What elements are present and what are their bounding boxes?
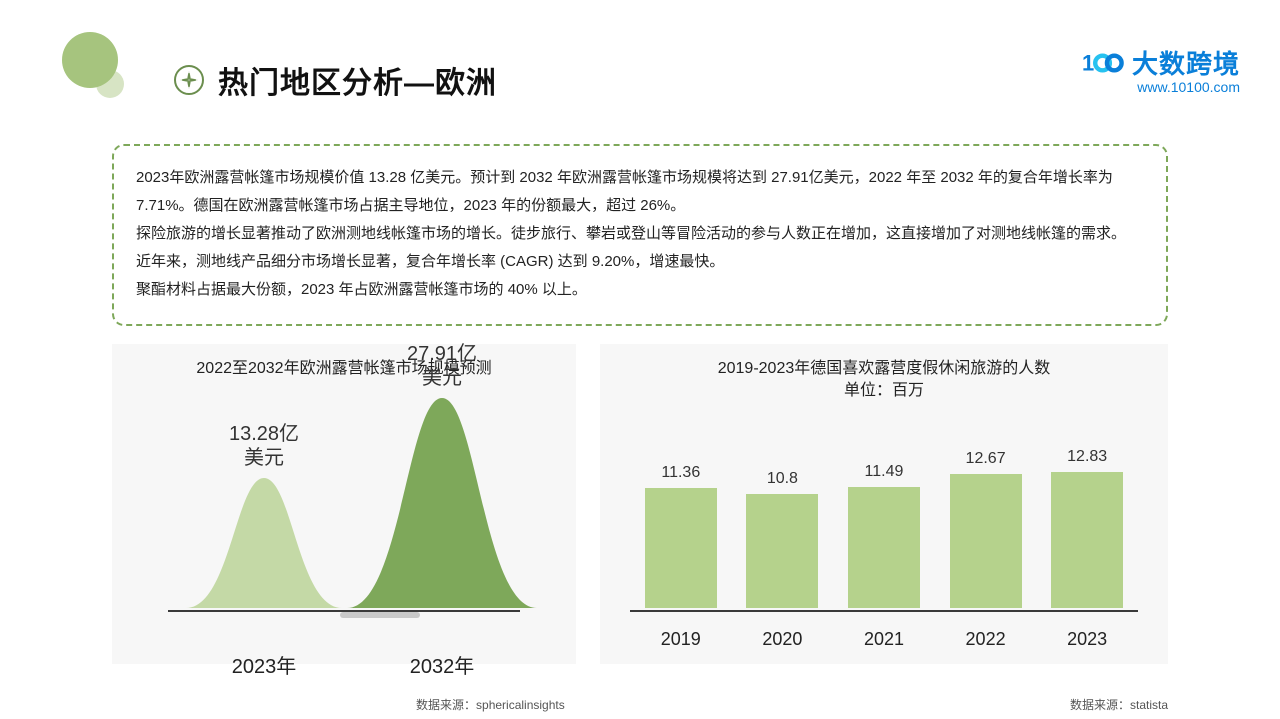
germany-campers-chart: 2019-2023年德国喜欢露营度假休闲旅游的人数 单位：百万 11.36 10.…: [600, 344, 1168, 664]
x-labels: 2019 2020 2021 2022 2023: [630, 629, 1138, 650]
logo-icon: 1: [1082, 49, 1126, 77]
source-prefix: 数据来源：: [416, 698, 476, 712]
svg-text:1: 1: [1082, 50, 1094, 75]
brand-logo: 1 大数跨境 www.10100.com: [1082, 44, 1240, 95]
decor-circle-large: [62, 32, 118, 88]
logo-text: 大数跨境: [1132, 44, 1240, 81]
compass-icon: [174, 65, 204, 95]
chart-title: 2019-2023年德国喜欢露营度假休闲旅游的人数 单位：百万: [600, 344, 1168, 402]
bar-value-label: 10.8: [767, 470, 798, 488]
bar-value-label: 11.36: [661, 464, 700, 482]
bar-rect: [746, 494, 818, 608]
bar: 10.8: [746, 470, 818, 608]
logo-url: www.10100.com: [1082, 79, 1240, 95]
bar-rect: [848, 487, 920, 608]
x-tick-label: 2020: [746, 629, 818, 650]
bar: 11.49: [848, 463, 920, 608]
x-tick-label: 2032年: [392, 650, 492, 679]
market-size-chart: 2022至2032年欧洲露营帐篷市场规模预测 13.28亿美元27.91亿美元 …: [112, 344, 576, 664]
summary-line: 探险旅游的增长显著推动了欧洲测地线帐篷市场的增长。徒步旅行、攀岩或登山等冒险活动…: [136, 220, 1144, 248]
data-source-right: 数据来源：statista: [1070, 696, 1168, 713]
slide-header: 热门地区分析—欧洲: [174, 58, 497, 102]
source-name: statista: [1130, 698, 1168, 712]
bar: 11.36: [645, 464, 717, 608]
bar-value-label: 12.83: [1067, 448, 1107, 466]
slider-track: [340, 612, 420, 618]
x-axis: [630, 610, 1138, 612]
bar: 12.67: [950, 450, 1022, 608]
data-source-left: 数据来源：sphericalinsights: [416, 696, 565, 713]
bar-area: 11.3610.811.4912.6712.83: [630, 460, 1138, 608]
bar-value-label: 12.67: [966, 450, 1006, 468]
hump-value-label: 13.28亿美元: [204, 422, 324, 470]
bar-value-label: 11.49: [865, 463, 904, 481]
x-tick-label: 2019: [645, 629, 717, 650]
chart-title-line: 2019-2023年德国喜欢露营度假休闲旅游的人数: [718, 360, 1051, 377]
source-prefix: 数据来源：: [1070, 698, 1130, 712]
hump-value-label: 27.91亿美元: [382, 342, 502, 390]
x-tick-label: 2022: [950, 629, 1022, 650]
hump-area: 13.28亿美元27.91亿美元: [112, 398, 576, 608]
chart-title: 2022至2032年欧洲露营帐篷市场规模预测: [112, 344, 576, 380]
hump-shape: [186, 478, 342, 608]
summary-line: 2023年欧洲露营帐篷市场规模价值 13.28 亿美元。预计到 2032 年欧洲…: [136, 164, 1144, 220]
x-tick-label: 2023: [1051, 629, 1123, 650]
x-tick-label: 2023年: [214, 650, 314, 679]
page-title: 热门地区分析—欧洲: [218, 58, 497, 102]
chart-title-line: 单位：百万: [844, 382, 924, 399]
bar-rect: [645, 488, 717, 608]
x-tick-label: 2021: [848, 629, 920, 650]
summary-box: 2023年欧洲露营帐篷市场规模价值 13.28 亿美元。预计到 2032 年欧洲…: [112, 144, 1168, 326]
summary-line: 聚酯材料占据最大份额，2023 年占欧洲露营帐篷市场的 40% 以上。: [136, 276, 1144, 304]
bar-rect: [1051, 472, 1123, 608]
hump-shape: [347, 398, 537, 608]
summary-line: 近年来，测地线产品细分市场增长显著，复合年增长率 (CAGR) 达到 9.20%…: [136, 248, 1144, 276]
bar: 12.83: [1051, 448, 1123, 608]
bar-rect: [950, 474, 1022, 608]
source-name: sphericalinsights: [476, 698, 565, 712]
